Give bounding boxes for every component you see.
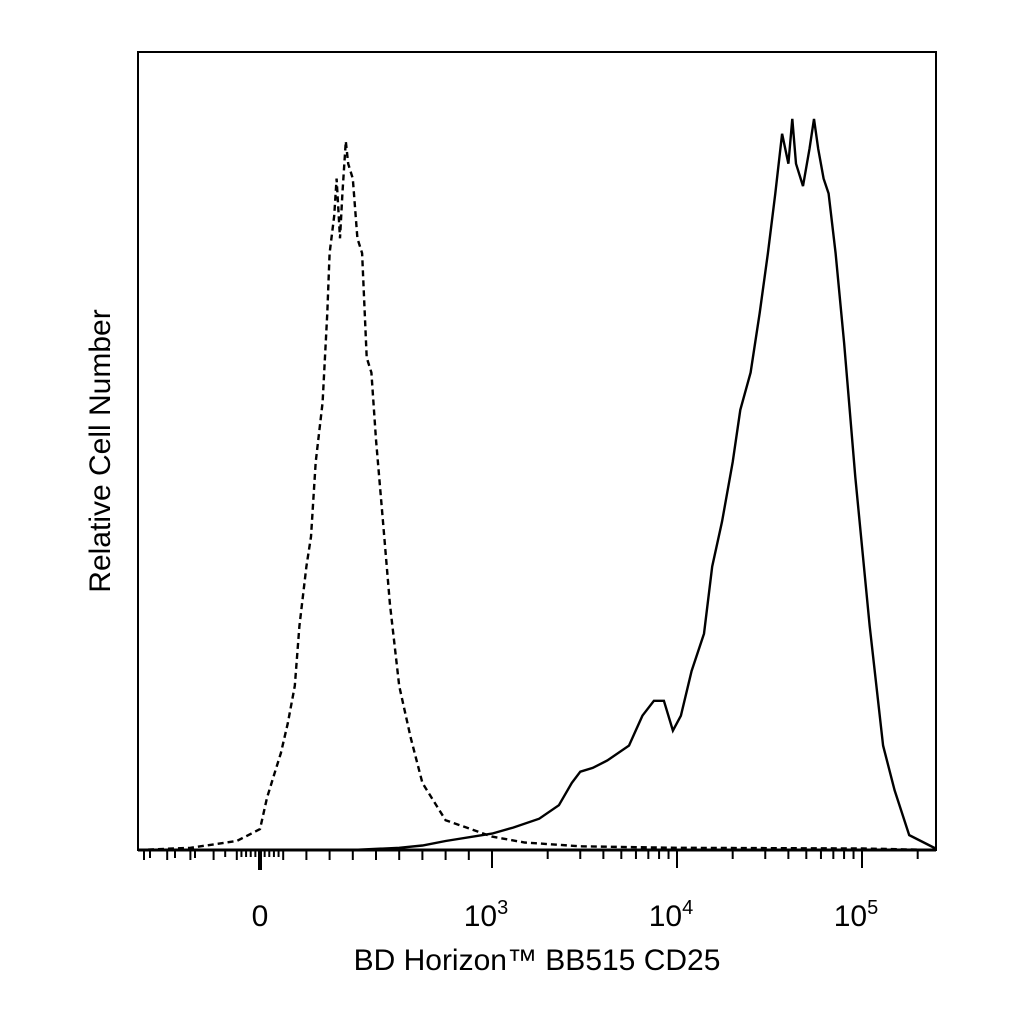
x-axis: 0 103 104 105 — [138, 848, 936, 933]
x-tick-label: 0 — [252, 900, 269, 933]
x-axis-title: BD Horizon™ BB515 CD25 — [354, 944, 721, 977]
x-tick-label: 105 — [834, 897, 879, 933]
series-stained-line — [138, 118, 937, 852]
series-layer — [137, 118, 937, 852]
y-axis-title: Relative Cell Number — [84, 309, 117, 592]
plot-frame — [137, 51, 937, 851]
x-tick-label: 104 — [649, 897, 694, 933]
series-isotype-control-line — [137, 141, 936, 852]
x-tick-label: 103 — [464, 897, 509, 933]
